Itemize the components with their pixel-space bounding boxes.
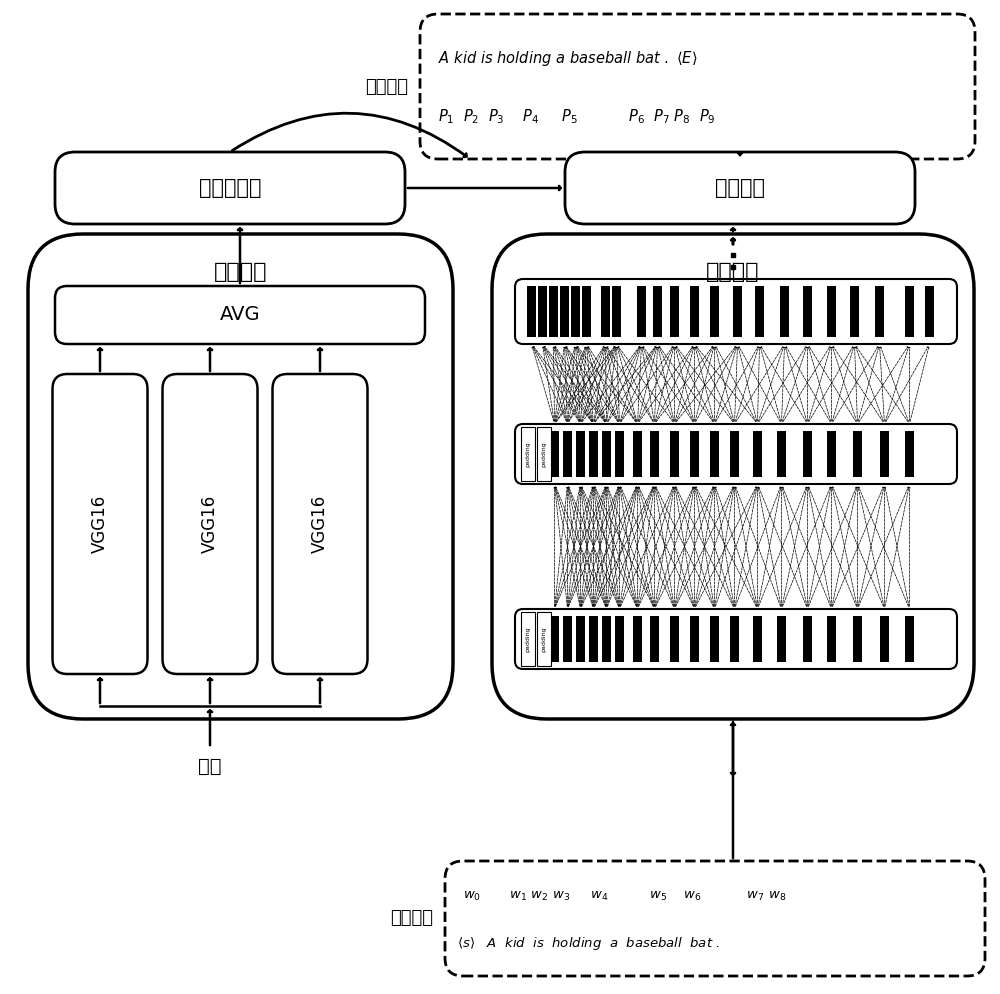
- Bar: [710, 431, 719, 477]
- Bar: [527, 286, 536, 337]
- Bar: [730, 431, 739, 477]
- Bar: [755, 286, 764, 337]
- Bar: [690, 286, 699, 337]
- Bar: [670, 616, 679, 662]
- Bar: [690, 431, 699, 477]
- Bar: [780, 286, 789, 337]
- Bar: [905, 616, 914, 662]
- Text: padding: padding: [526, 441, 530, 467]
- Text: 注意力模块: 注意力模块: [199, 178, 261, 198]
- Text: $w_0$       $w_1$ $w_2$ $w_3$     $w_4$          $w_5$    $w_6$           $w_7$ : $w_0$ $w_1$ $w_2$ $w_3$ $w_4$ $w_5$ $w_6…: [463, 890, 786, 903]
- Bar: [537, 612, 551, 666]
- Bar: [633, 431, 642, 477]
- Bar: [589, 616, 598, 662]
- Bar: [538, 286, 547, 337]
- FancyBboxPatch shape: [162, 374, 258, 674]
- Text: 输入句子: 输入句子: [390, 910, 433, 927]
- FancyBboxPatch shape: [565, 152, 915, 224]
- Bar: [550, 431, 559, 477]
- Text: padding: padding: [526, 626, 530, 652]
- Bar: [563, 431, 572, 477]
- Bar: [560, 286, 569, 337]
- Bar: [777, 431, 786, 477]
- Bar: [880, 431, 889, 477]
- Bar: [670, 431, 679, 477]
- Bar: [733, 286, 742, 337]
- Bar: [615, 616, 624, 662]
- Bar: [637, 286, 646, 337]
- Bar: [521, 612, 535, 666]
- Bar: [521, 427, 535, 481]
- Bar: [827, 431, 836, 477]
- Text: 语言模块: 语言模块: [706, 262, 760, 282]
- Bar: [576, 616, 585, 662]
- Bar: [576, 431, 585, 477]
- Bar: [875, 286, 884, 337]
- Bar: [537, 427, 551, 481]
- Bar: [803, 286, 812, 337]
- Bar: [803, 616, 812, 662]
- Text: 视觉模块: 视觉模块: [214, 262, 267, 282]
- Text: 预测模块: 预测模块: [715, 178, 765, 198]
- FancyBboxPatch shape: [52, 374, 148, 674]
- Bar: [905, 431, 914, 477]
- Bar: [550, 616, 559, 662]
- Bar: [690, 616, 699, 662]
- FancyBboxPatch shape: [420, 14, 975, 159]
- Text: $A\ kid\ is\ holding\ a\ baseball\ bat\ .\ \langle E\rangle$: $A\ kid\ is\ holding\ a\ baseball\ bat\ …: [438, 50, 697, 69]
- Bar: [563, 616, 572, 662]
- Bar: [850, 286, 859, 337]
- Bar: [650, 431, 659, 477]
- Text: 图像: 图像: [198, 756, 222, 775]
- Bar: [827, 286, 836, 337]
- Bar: [905, 286, 914, 337]
- Bar: [571, 286, 580, 337]
- FancyBboxPatch shape: [515, 279, 957, 344]
- Bar: [582, 286, 591, 337]
- Text: $P_1$  $P_2$  $P_3$    $P_4$     $P_5$           $P_6$  $P_7$ $P_8$  $P_9$: $P_1$ $P_2$ $P_3$ $P_4$ $P_5$ $P_6$ $P_7…: [438, 107, 716, 126]
- FancyBboxPatch shape: [55, 286, 425, 344]
- Bar: [601, 286, 610, 337]
- Bar: [549, 286, 558, 337]
- Bar: [650, 616, 659, 662]
- Bar: [803, 431, 812, 477]
- Text: VGG16: VGG16: [91, 495, 109, 553]
- Text: $\langle s \rangle$   $A$  $kid$  $is$  $holding$  $a$  $baseball$  $bat$ .: $\langle s \rangle$ $A$ $kid$ $is$ $hold…: [457, 935, 720, 952]
- FancyBboxPatch shape: [492, 234, 974, 719]
- Bar: [853, 616, 862, 662]
- Bar: [827, 616, 836, 662]
- FancyBboxPatch shape: [515, 424, 957, 484]
- Bar: [670, 286, 679, 337]
- Bar: [710, 616, 719, 662]
- Text: AVG: AVG: [220, 305, 260, 324]
- Bar: [653, 286, 662, 337]
- FancyBboxPatch shape: [55, 152, 405, 224]
- Bar: [853, 431, 862, 477]
- Bar: [753, 431, 762, 477]
- Text: padding: padding: [542, 441, 546, 467]
- Bar: [730, 616, 739, 662]
- Bar: [753, 616, 762, 662]
- Bar: [602, 431, 611, 477]
- Bar: [612, 286, 621, 337]
- Bar: [633, 616, 642, 662]
- Bar: [589, 431, 598, 477]
- Bar: [925, 286, 934, 337]
- FancyBboxPatch shape: [445, 861, 985, 976]
- Text: VGG16: VGG16: [201, 495, 219, 553]
- Text: 目标概率: 目标概率: [365, 78, 408, 95]
- FancyBboxPatch shape: [28, 234, 453, 719]
- Bar: [602, 616, 611, 662]
- Bar: [710, 286, 719, 337]
- Bar: [777, 616, 786, 662]
- FancyBboxPatch shape: [515, 609, 957, 669]
- Bar: [880, 616, 889, 662]
- Bar: [615, 431, 624, 477]
- Text: padding: padding: [542, 626, 546, 652]
- FancyBboxPatch shape: [272, 374, 368, 674]
- Text: VGG16: VGG16: [311, 495, 329, 553]
